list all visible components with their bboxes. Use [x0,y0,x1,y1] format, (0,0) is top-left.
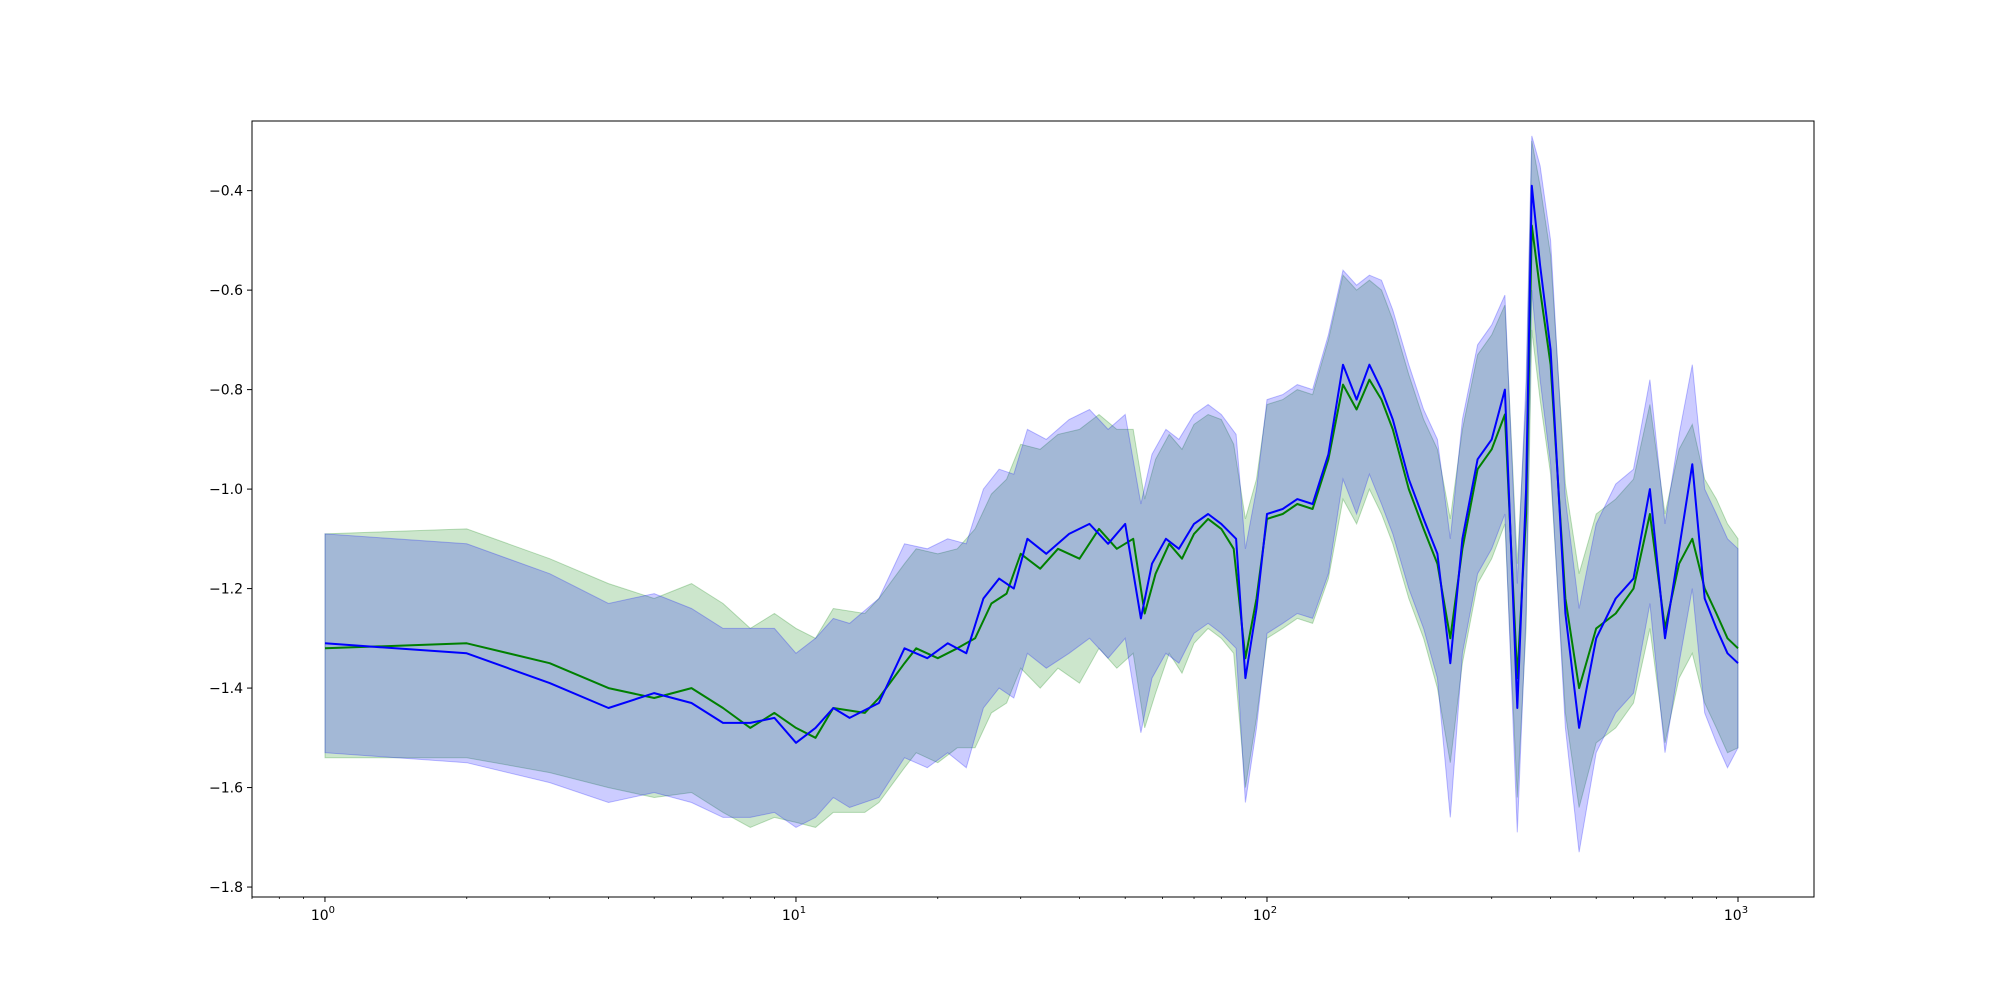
y-axis: −1.8 −1.6 −1.4 −1.2 −1.0 −0.8 −0.6 −0.4 [209,184,252,896]
y-tick-label: −0.4 [209,184,243,200]
y-tick-label: −1.6 [209,781,243,797]
x-axis: 100 101 102 103 [251,897,1748,924]
series-2-line [324,184,1739,744]
x-tick-label: 100 [311,905,335,924]
y-tick-label: −1.4 [209,681,243,697]
y-tick-label: −1.2 [209,582,243,598]
series-2-band [324,135,1739,853]
y-tick-label: −0.8 [209,383,243,399]
y-tick-label: −0.6 [209,283,243,299]
series-1-band [324,140,1739,828]
x-tick-label: 102 [1253,905,1277,924]
plot-frame [251,120,1815,898]
x-tick-label: 101 [782,905,806,924]
series-lines [324,184,1739,744]
confidence-bands [324,135,1739,853]
y-tick-label: −1.8 [209,880,243,896]
x-tick-label: 103 [1724,905,1748,924]
y-tick-label: −1.0 [209,482,243,498]
